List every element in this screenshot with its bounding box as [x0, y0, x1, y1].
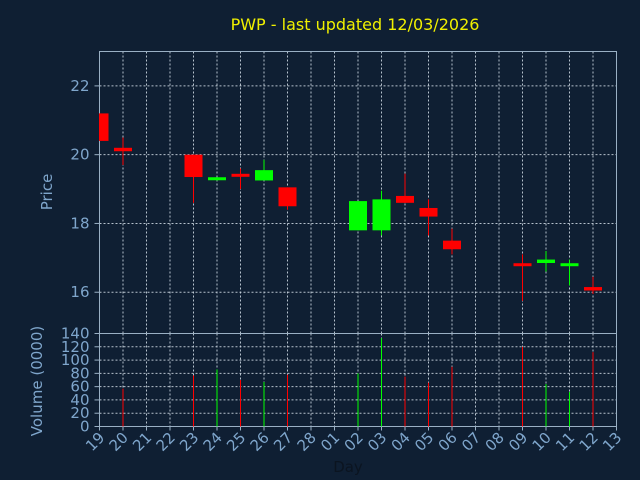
- price-axis-label: Price: [38, 174, 56, 211]
- x-tick-label: 05: [411, 429, 437, 455]
- volume-axis-label: Volume (0000): [28, 326, 46, 436]
- candle-body: [419, 207, 438, 217]
- candle-body: [443, 240, 461, 250]
- x-tick-label: 02: [341, 429, 367, 455]
- x-tick-label: 21: [129, 429, 155, 455]
- candles: [99, 113, 602, 301]
- candle-body: [372, 199, 391, 231]
- price-axis-ticks: 16 18 20 22: [70, 77, 100, 301]
- candle-body: [114, 147, 132, 152]
- candle: [419, 199, 438, 236]
- x-tick-label: 06: [435, 429, 461, 455]
- x-tick-label: 01: [317, 429, 343, 455]
- volume-tick-label: 80: [70, 364, 89, 382]
- candle: [231, 168, 250, 190]
- candle-body: [99, 113, 109, 141]
- x-tick-label: 09: [505, 429, 531, 455]
- candle-body: [560, 263, 579, 267]
- price-tick-label: 16: [70, 283, 89, 301]
- x-tick-label: 03: [364, 429, 390, 455]
- candle: [560, 259, 579, 286]
- volume-tick-label: 100: [61, 351, 90, 369]
- x-tick-label: 25: [223, 429, 249, 455]
- candle: [537, 250, 555, 272]
- x-tick-label: 13: [599, 429, 625, 455]
- candle: [584, 276, 602, 294]
- candle: [255, 159, 273, 181]
- x-axis-ticks: 1920212223242526272801020304050607080910…: [82, 426, 625, 455]
- candle-body: [584, 287, 602, 291]
- candle: [513, 254, 532, 301]
- x-tick-label: 26: [247, 429, 273, 455]
- candle-body: [396, 195, 414, 203]
- chart-title: PWP - last updated 12/03/2026: [231, 15, 480, 34]
- candle: [278, 187, 297, 210]
- price-tick-label: 22: [70, 77, 89, 95]
- volume-bars: [122, 338, 594, 427]
- price-tick-label: 18: [70, 214, 89, 232]
- x-tick-label: 07: [458, 429, 484, 455]
- candle-body: [349, 201, 367, 231]
- x-tick-label: 08: [482, 429, 508, 455]
- x-tick-label: 04: [388, 429, 414, 455]
- price-tick-label: 20: [70, 146, 89, 164]
- candle-body: [208, 177, 226, 181]
- candle: [372, 190, 391, 236]
- x-tick-label: 22: [153, 429, 179, 455]
- candle-body: [513, 263, 532, 267]
- x-tick-label: 20: [106, 429, 132, 455]
- candle-body: [255, 170, 273, 181]
- volume-tick-label: 20: [70, 404, 89, 422]
- volume-tick-label: 140: [61, 325, 90, 343]
- volume-tick-label: 0: [80, 418, 90, 436]
- candle: [349, 201, 367, 231]
- x-tick-label: 12: [576, 429, 602, 455]
- price-gridlines: [99, 51, 617, 334]
- candle: [184, 154, 203, 203]
- candle: [99, 113, 109, 141]
- x-tick-label: 27: [270, 429, 296, 455]
- volume-tick-label: 40: [70, 391, 89, 409]
- x-axis-label: Day: [333, 458, 363, 476]
- candle: [396, 173, 414, 203]
- candle-body: [537, 259, 555, 263]
- candle: [208, 177, 226, 181]
- x-tick-label: 24: [200, 429, 226, 455]
- candle-body: [184, 154, 203, 178]
- x-tick-label: 10: [529, 429, 555, 455]
- volume-tick-label: 60: [70, 378, 89, 396]
- x-tick-label: 28: [294, 429, 320, 455]
- x-tick-label: 11: [552, 429, 578, 455]
- x-tick-label: 23: [176, 429, 202, 455]
- volume-tick-label: 120: [61, 338, 90, 356]
- candle: [114, 137, 132, 165]
- candle-body: [278, 187, 297, 207]
- candle-body: [231, 173, 250, 177]
- candle: [443, 228, 461, 255]
